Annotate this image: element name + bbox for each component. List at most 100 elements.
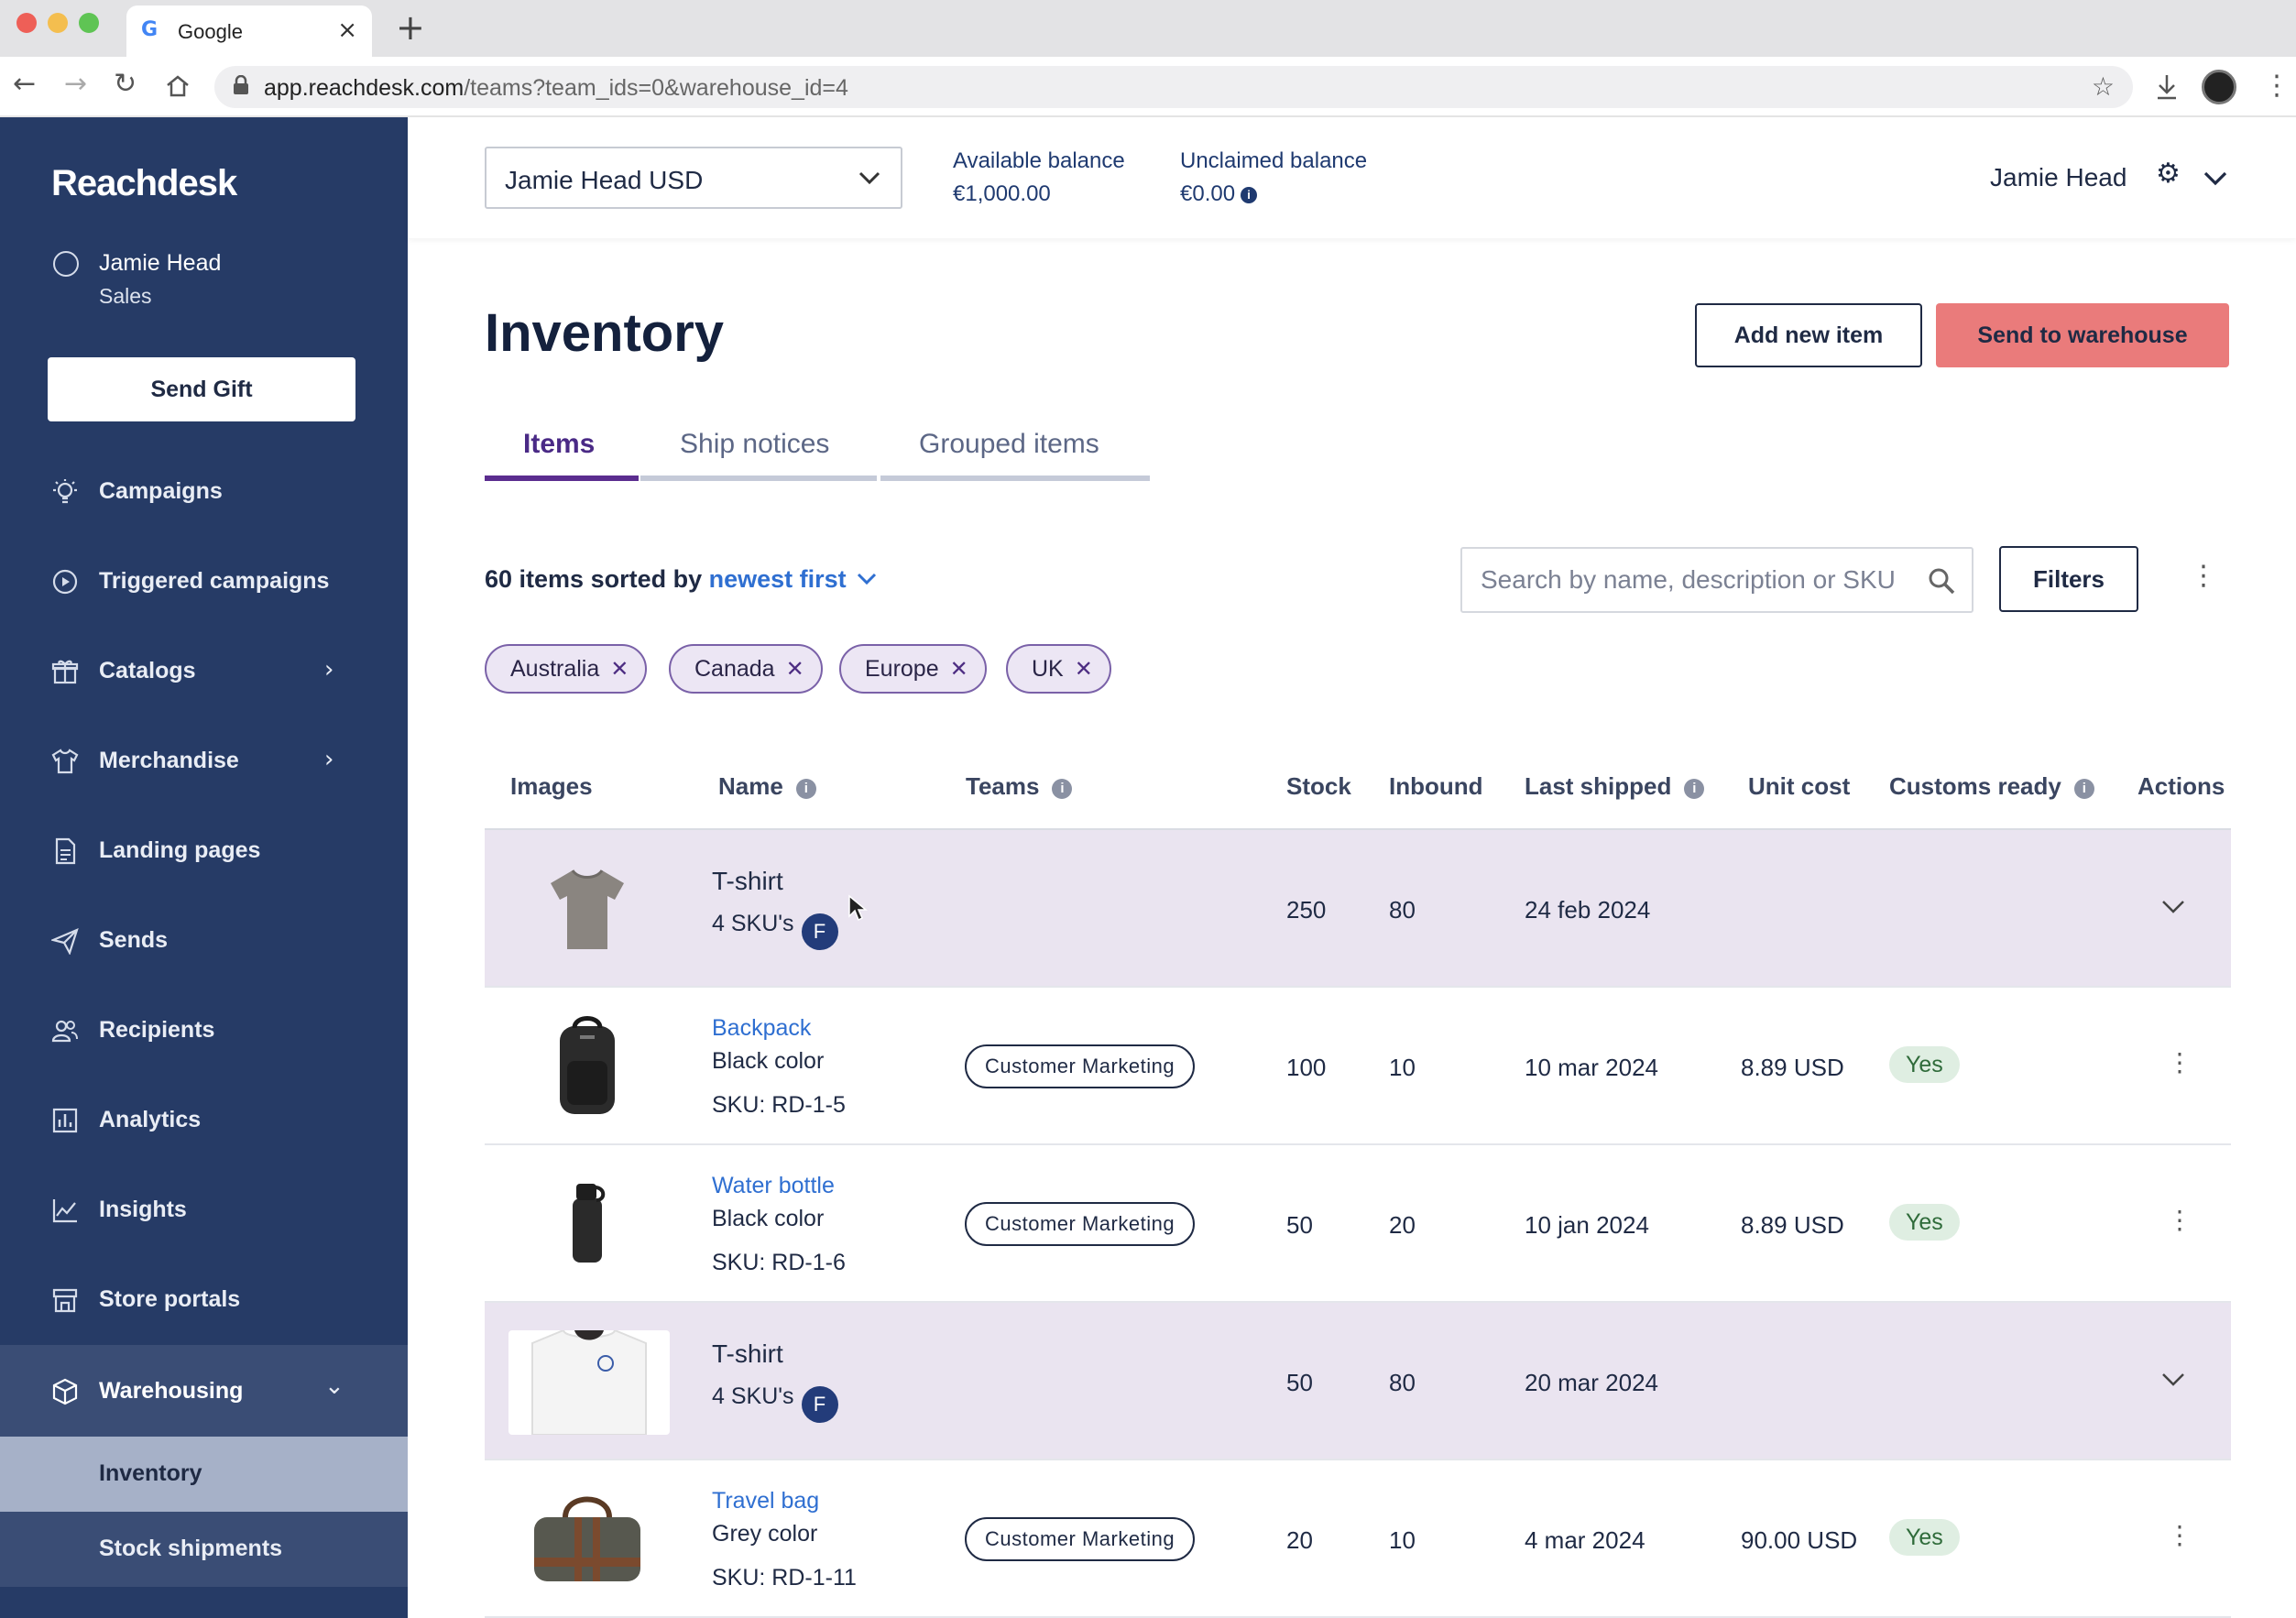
chevron-right-icon: › [324,656,334,683]
remove-filter-icon[interactable]: ✕ [949,656,968,682]
sort-summary: 60 items sorted by newest first [485,565,877,594]
sidebar-item-label: Store portals [99,1286,241,1312]
tab-underline [640,476,877,481]
expand-chevron-icon[interactable] [2161,1372,2185,1387]
info-icon[interactable]: i [1684,779,1705,799]
sidebar-item-catalogs[interactable]: Catalogs › [0,643,408,698]
column-header-unit-cost[interactable]: Unit cost [1748,772,1851,800]
inbound-value: 10 [1389,1526,1416,1554]
info-icon[interactable]: i [1241,187,1258,203]
address-bar[interactable]: app.reachdesk.com/teams?team_ids=0&wareh… [214,66,2133,108]
sidebar-item-sends[interactable]: Sends [0,913,408,968]
unit-cost-value: 8.89 USD [1741,1054,1844,1081]
filter-chip-europe[interactable]: Europe ✕ [839,644,987,694]
close-tab-icon[interactable]: × [337,16,357,44]
table-row[interactable]: T-shirt 4 SKU's F 50 80 20 mar 2024 [485,1303,2231,1460]
filter-chip-canada[interactable]: Canada ✕ [669,644,823,694]
sidebar-subitem-label: Inventory [99,1460,202,1486]
profile-avatar[interactable] [2202,70,2236,104]
header-user-name[interactable]: Jamie Head [1990,163,2127,191]
sort-dropdown[interactable]: newest first [709,565,878,593]
sidebar-subitem-stock-shipments[interactable]: Stock shipments [0,1512,408,1587]
column-header-inbound[interactable]: Inbound [1389,772,1483,800]
filter-chip-uk[interactable]: UK ✕ [1006,644,1111,694]
sort-value: newest first [708,565,847,593]
row-actions-icon[interactable]: ⋮ [2167,1205,2192,1235]
column-header-last-shipped[interactable]: Last shipped i [1525,772,1705,801]
gear-icon[interactable]: ⚙ [2156,158,2181,190]
new-tab-icon[interactable]: + [396,7,425,48]
sidebar-item-label: Merchandise [99,748,239,773]
filters-button[interactable]: Filters [1999,546,2138,612]
row-actions-icon[interactable]: ⋮ [2167,1520,2192,1550]
remove-filter-icon[interactable]: ✕ [610,656,629,682]
more-options-icon[interactable]: ⋮ [2190,560,2217,592]
sidebar-item-label: Landing pages [99,837,261,863]
search-box[interactable] [1460,547,1973,613]
sidebar-item-insights[interactable]: Insights [0,1182,408,1237]
sidebar-item-label: Sends [99,927,169,953]
column-header-stock[interactable]: Stock [1286,772,1351,800]
send-to-warehouse-button[interactable]: Send to warehouse [1936,303,2229,367]
table-row[interactable]: T-shirt 4 SKU's F 250 80 24 feb 2024 [485,830,2231,988]
tab-grouped-items[interactable]: Grouped items [919,429,1099,459]
item-name-link[interactable]: Backpack [712,1015,812,1041]
column-header-customs-ready[interactable]: Customs ready i [1889,772,2094,801]
expand-chevron-icon[interactable] [2161,900,2185,914]
table-row[interactable]: Travel bag Grey color SKU: RD-1-11 Custo… [485,1460,2231,1618]
sidebar-subitem-inventory[interactable]: Inventory [0,1437,408,1512]
sidebar-item-triggered-campaigns[interactable]: Triggered campaigns [0,553,408,608]
remove-filter-icon[interactable]: ✕ [785,656,804,682]
sidebar-item-store-portals[interactable]: Store portals [0,1272,408,1327]
browser-tab-title: Google [178,20,243,43]
browser-menu-icon[interactable]: ⋮ [2263,70,2291,102]
table-row[interactable]: Water bottle Black color SKU: RD-1-6 Cus… [485,1145,2231,1303]
sidebar-item-warehousing[interactable]: Warehousing ⌄ [0,1345,408,1437]
user-menu-chevron-icon[interactable] [2203,170,2227,187]
info-icon[interactable]: i [2073,779,2094,799]
row-actions-icon[interactable]: ⋮ [2167,1047,2192,1077]
tab-items[interactable]: Items [523,429,596,459]
item-name[interactable]: T-shirt [712,1339,783,1368]
search-input[interactable] [1481,565,1911,595]
window-close-button[interactable] [16,13,37,33]
forward-icon[interactable]: → [64,68,88,100]
download-icon[interactable] [2155,73,2179,101]
sidebar-item-campaigns[interactable]: Campaigns [0,464,408,519]
column-header-label: Name [718,772,783,800]
account-select[interactable]: Jamie Head USD [485,147,902,209]
tab-ship-notices[interactable]: Ship notices [680,429,830,459]
store-icon [52,1288,78,1313]
browser-tab[interactable]: G Google × [126,5,372,57]
unclaimed-balance-label: Unclaimed balance [1180,148,1368,173]
bookmark-star-icon[interactable]: ☆ [2091,71,2115,102]
sidebar-item-merchandise[interactable]: Merchandise › [0,733,408,788]
team-pill: Customer Marketing [965,1202,1196,1246]
item-name-link[interactable]: Water bottle [712,1173,835,1198]
sidebar-item-analytics[interactable]: Analytics [0,1092,408,1147]
reload-icon[interactable]: ↻ [114,68,137,100]
column-header-name[interactable]: Name i [718,772,816,801]
item-name-link[interactable]: Travel bag [712,1488,820,1514]
search-icon[interactable] [1928,567,1955,595]
url-path: /teams?team_ids=0&warehouse_id=4 [464,75,848,101]
remove-filter-icon[interactable]: ✕ [1074,656,1093,682]
window-minimize-button[interactable] [48,13,68,33]
unit-cost-value: 90.00 USD [1741,1526,1858,1554]
reachdesk-logo[interactable]: Reachdesk [51,163,237,203]
info-icon[interactable]: i [795,779,816,799]
item-name[interactable]: T-shirt [712,867,783,895]
sidebar-item-landing-pages[interactable]: Landing pages [0,823,408,878]
add-new-item-button[interactable]: Add new item [1695,303,1922,367]
mouse-cursor-icon [848,894,868,922]
sidebar-item-recipients[interactable]: Recipients [0,1002,408,1057]
gift-icon [51,660,79,684]
back-icon[interactable]: ← [13,68,37,100]
filter-chip-australia[interactable]: Australia ✕ [485,644,648,694]
home-icon[interactable] [165,73,191,99]
column-header-teams[interactable]: Teams i [966,772,1073,801]
send-gift-button[interactable]: Send Gift [48,357,355,421]
table-row[interactable]: Backpack Black color SKU: RD-1-5 Custome… [485,988,2231,1145]
info-icon[interactable]: i [1052,779,1073,799]
window-maximize-button[interactable] [79,13,99,33]
